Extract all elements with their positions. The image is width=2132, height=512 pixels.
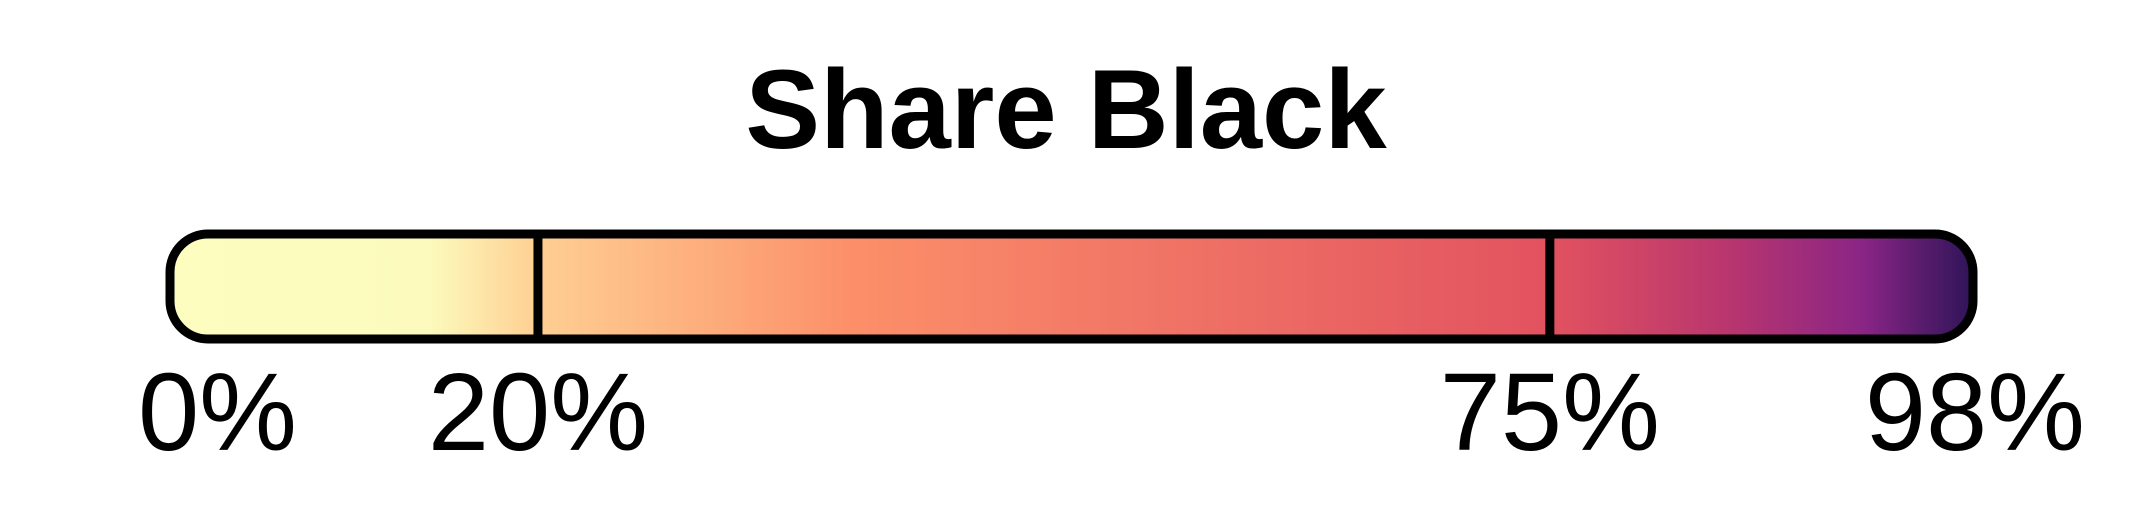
tick-label-2: 75% xyxy=(1440,351,1660,474)
gradient-bar-fill xyxy=(170,234,1973,339)
gradient-bar-outline xyxy=(165,229,1978,344)
tick-label-0: 0% xyxy=(138,351,297,474)
legend-title: Share Black xyxy=(745,47,1387,172)
tick-label-1: 20% xyxy=(428,351,648,474)
tick-label-3: 98% xyxy=(1865,351,2085,474)
